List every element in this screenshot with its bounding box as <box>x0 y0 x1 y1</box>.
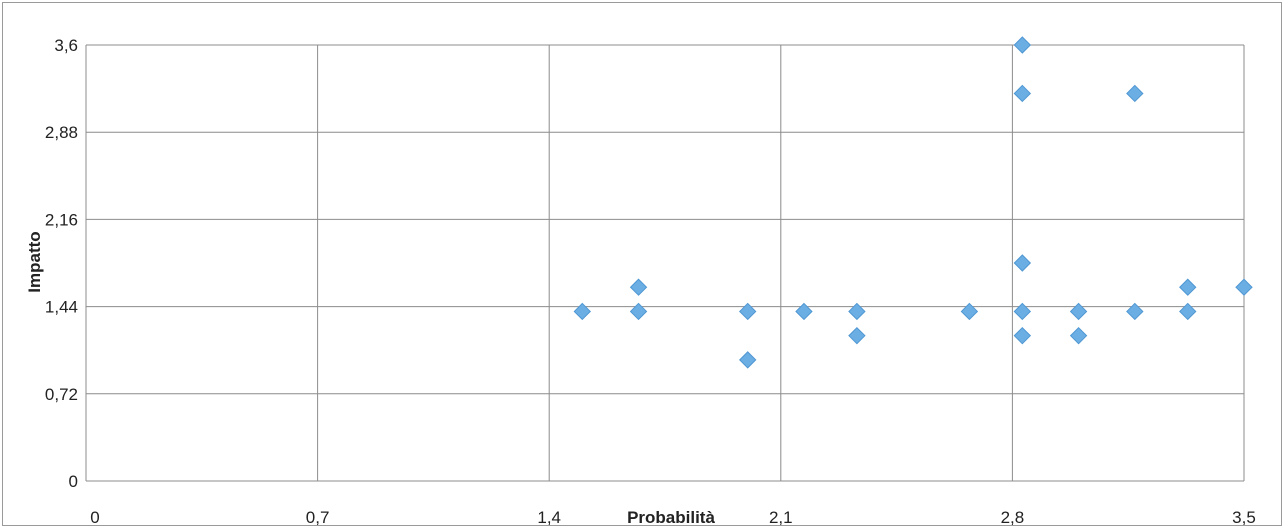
data-point <box>1013 254 1032 272</box>
x-axis-title: Probabilità <box>627 508 715 527</box>
data-points <box>573 36 1253 369</box>
data-point <box>573 302 591 321</box>
x-tick-label: 0,7 <box>306 508 330 527</box>
data-point <box>739 351 757 369</box>
data-point <box>629 302 648 321</box>
data-point <box>1013 84 1032 103</box>
data-point <box>960 302 979 321</box>
y-tick-label: 2,16 <box>45 210 78 229</box>
data-point <box>1069 326 1088 345</box>
data-point <box>629 278 648 296</box>
x-tick-label: 3,5 <box>1232 508 1256 527</box>
x-tick-label: 0 <box>90 508 99 527</box>
x-axis-ticks: 0 0,7 1,4 2,1 2,8 3,5 <box>90 508 1256 527</box>
data-point <box>739 302 757 321</box>
data-point <box>795 302 813 321</box>
data-point <box>848 302 866 321</box>
x-tick-label: 2,1 <box>769 508 793 527</box>
y-tick-label: 2,88 <box>45 123 78 142</box>
y-axis-ticks: 0 0,72 1,44 2,16 2,88 3,6 <box>45 36 78 491</box>
data-point <box>1179 278 1197 296</box>
data-point <box>1126 302 1144 321</box>
data-point <box>1235 278 1253 296</box>
data-point <box>1069 302 1088 321</box>
data-point <box>848 326 866 345</box>
data-point <box>1179 302 1197 321</box>
data-point <box>1013 302 1032 321</box>
y-tick-label: 1,44 <box>45 298 78 317</box>
y-tick-label: 0 <box>69 472 78 491</box>
data-point <box>1013 326 1032 345</box>
y-tick-label: 0,72 <box>45 385 78 404</box>
x-tick-label: 2,8 <box>1001 508 1025 527</box>
y-tick-label: 3,6 <box>54 36 78 55</box>
y-axis-title: Impatto <box>25 231 44 292</box>
data-point <box>1126 84 1144 103</box>
grid-lines <box>85 44 1245 482</box>
x-tick-label: 1,4 <box>537 508 561 527</box>
data-point <box>1013 36 1032 54</box>
